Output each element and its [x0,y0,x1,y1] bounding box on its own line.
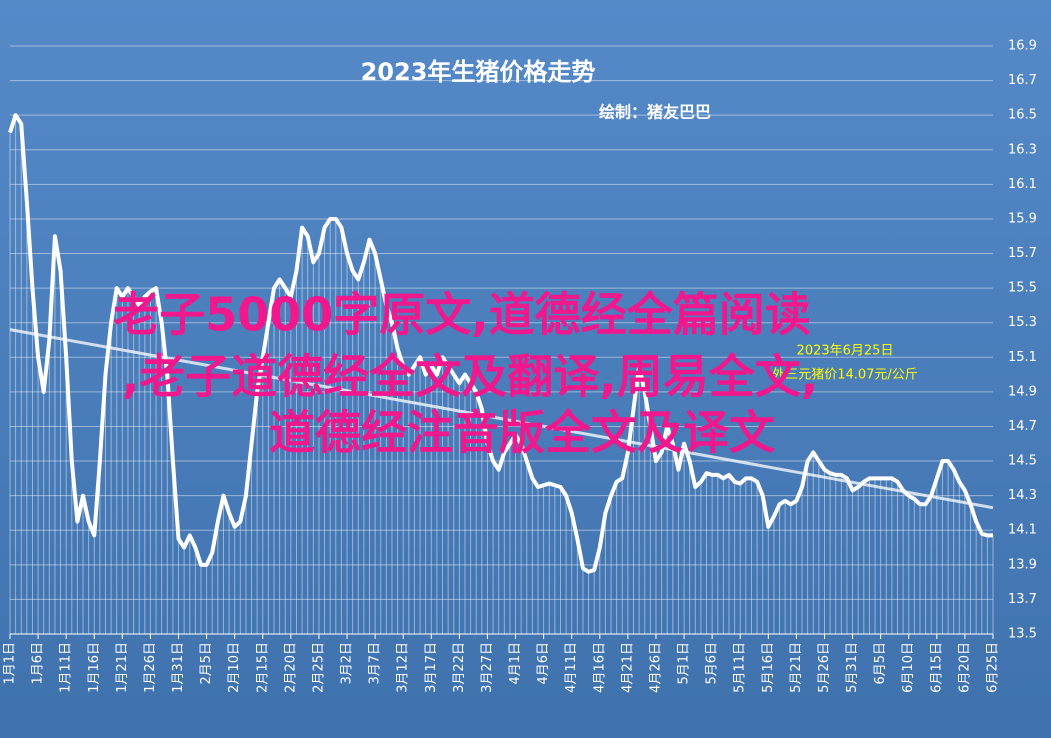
y-tick-label: 14.1 [1008,523,1037,538]
x-tick-label: 4月11日 [564,642,579,693]
y-tick-label: 14.7 [1008,419,1037,434]
x-tick-label: 5月6日 [705,642,720,685]
x-tick-label: 3月27日 [480,642,495,693]
y-tick-label: 13.7 [1008,592,1037,607]
y-tick-label: 15.7 [1008,246,1037,261]
y-tick-label: 15.9 [1008,211,1037,226]
x-tick-label: 4月16日 [592,642,607,693]
y-tick-label: 13.9 [1008,557,1037,572]
y-tick-label: 14.9 [1008,384,1037,399]
x-tick-label: 5月1日 [677,642,692,685]
x-tick-label: 2月15日 [255,642,270,693]
y-tick-label: 15.3 [1008,315,1037,330]
x-tick-label: 1月11日 [59,642,74,693]
y-tick-label: 16.5 [1008,108,1037,123]
x-tick-label: 5月11日 [733,642,748,693]
x-tick-label: 1月21日 [115,642,130,693]
x-tick-label: 2月10日 [227,642,242,693]
x-tick-label: 2月25日 [311,642,326,693]
x-tick-label: 1月16日 [87,642,102,693]
x-tick-label: 6月15日 [929,642,944,693]
overlay-text: 道德经注音版全文及译文 [269,406,775,460]
x-tick-label: 6月5日 [873,642,888,685]
x-tick-label: 6月25日 [986,642,1001,693]
x-tick-label: 3月17日 [424,642,439,693]
x-tick-label: 3月22日 [452,642,467,693]
y-tick-label: 15.5 [1008,281,1037,296]
x-tick-label: 5月21日 [789,642,804,693]
x-tick-label: 6月10日 [901,642,916,693]
y-tick-label: 13.5 [1008,627,1037,642]
y-tick-label: 16.9 [1008,39,1037,54]
price-line [8,113,993,574]
overlay-text: ,老子道德经全文及翻译,周易全文, [122,350,818,404]
x-tick-label: 1月26日 [143,642,158,693]
annotation: 2023年6月25日 [797,344,894,359]
x-tick-label: 6月20日 [957,642,972,693]
y-tick-label: 16.7 [1008,73,1037,88]
y-tick-label: 16.3 [1008,142,1037,157]
annotation: 外三元猪价14.07元/公斤 [772,368,918,383]
x-tick-label: 4月1日 [508,642,523,685]
y-tick-label: 15.1 [1008,350,1037,365]
x-tick-label: 5月16日 [761,642,776,693]
y-tick-label: 16.1 [1008,177,1037,192]
x-tick-label: 5月26日 [817,642,832,693]
y-tick-label: 14.3 [1008,488,1037,503]
overlay-text: 老子5000字原文,道德经全篇阅读 [113,288,811,342]
x-tick-label: 1月6日 [31,642,46,685]
x-tick-label: 4月26日 [648,642,663,693]
chart-title: 2023年生猪价格走势 [361,58,596,86]
x-tick-label: 5月31日 [845,642,860,693]
trendline [9,328,994,510]
x-tick-label: 1月31日 [171,642,186,693]
y-tick-label: 14.5 [1008,454,1037,469]
x-tick-label: 4月21日 [620,642,635,693]
x-tick-label: 4月6日 [536,642,551,685]
x-tick-label: 3月12日 [396,642,411,693]
x-tick-label: 2月5日 [199,642,214,685]
x-tick-label: 3月7日 [368,642,383,685]
x-tick-label: 2月20日 [283,642,298,693]
x-tick-label: 3月2日 [340,642,355,685]
x-tick-label: 1月1日 [3,642,18,685]
chart-subtitle: 绘制：猪友巴巴 [599,103,711,122]
